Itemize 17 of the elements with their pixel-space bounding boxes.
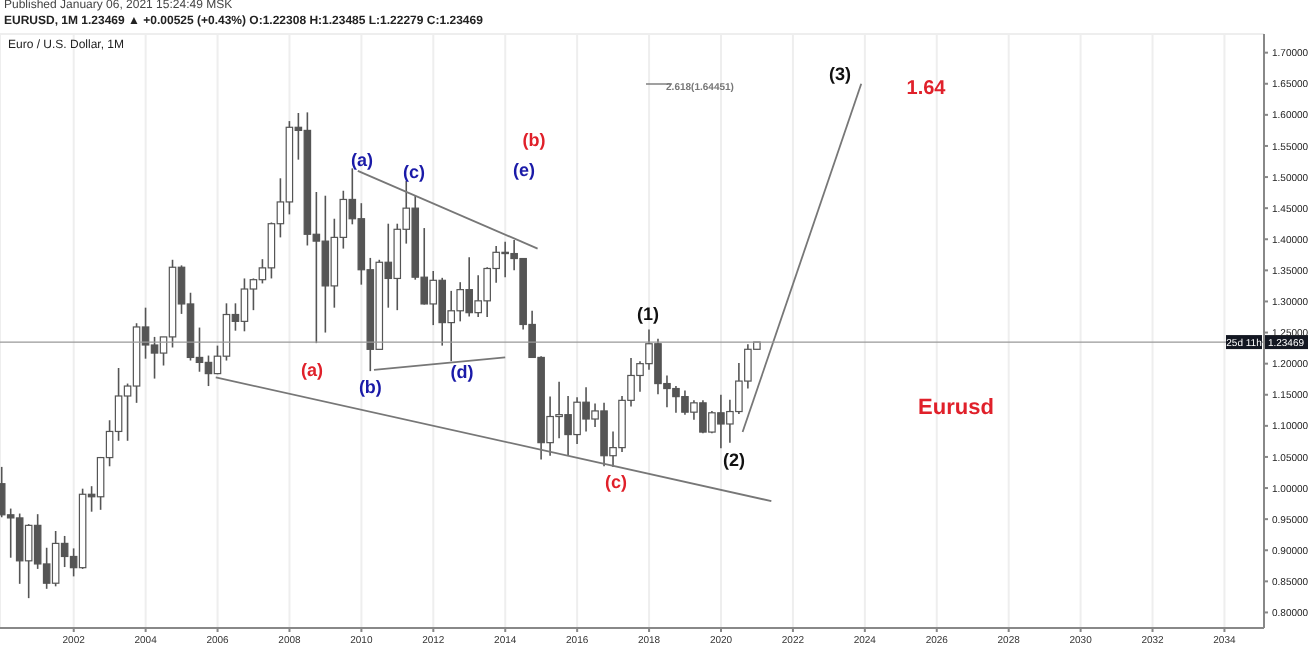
candlestick bbox=[204, 354, 213, 387]
annotation: (d) bbox=[450, 362, 474, 382]
annotation: (2) bbox=[723, 450, 745, 470]
annotation: (c) bbox=[605, 472, 627, 492]
annotation: (a) bbox=[301, 360, 323, 380]
candlestick bbox=[321, 194, 330, 334]
annotation: (c) bbox=[403, 162, 425, 182]
annotation: (3) bbox=[829, 64, 851, 84]
annotation: (b) bbox=[522, 130, 546, 150]
annotation: Eurusd bbox=[918, 396, 994, 420]
candlestick bbox=[240, 277, 249, 333]
annotation: (a) bbox=[351, 150, 373, 170]
annotation: 1.64 bbox=[906, 78, 947, 100]
annotation: (e) bbox=[513, 160, 535, 180]
candlestick bbox=[51, 530, 60, 588]
annotation: (b) bbox=[358, 377, 382, 398]
annotation: (1) bbox=[637, 304, 659, 324]
